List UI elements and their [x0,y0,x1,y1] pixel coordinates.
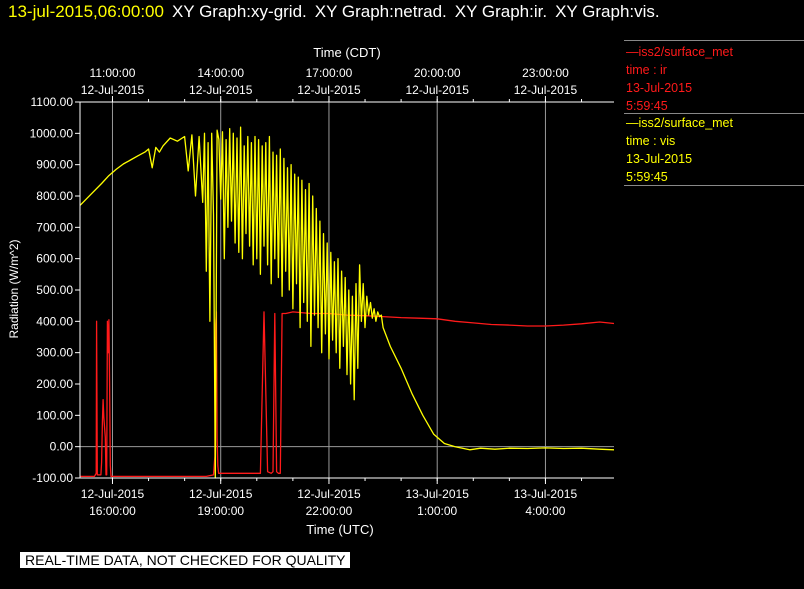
legend-vis-source: —iss2/surface_met [626,116,733,130]
header-title-grid: XY Graph:xy-grid. [171,2,307,21]
x-tick-label-top-date: 12-Jul-2015 [81,83,145,97]
y-tick-label: 500.00 [36,283,73,297]
legend-separator-top [624,40,804,41]
legend-vis-variable: time : vis [626,134,676,148]
x-tick-label-bottom-time: 16:00:00 [89,504,136,518]
x-tick-label-top-time: 11:00:00 [90,66,136,80]
header-title-vis: XY Graph:vis. [555,2,660,21]
header-timestamp: 13-jul-2015,06:00:00 [8,2,164,21]
y-tick-label: 700.00 [36,220,73,234]
y-tick-label: -100.00 [32,471,73,485]
y-tick-label: 200.00 [36,377,73,391]
legend-separator-mid [624,113,804,114]
x-tick-label-top-time: 23:00:00 [522,66,569,80]
x-tick-label-bottom-date: 13-Jul-2015 [514,487,578,501]
y-tick-label: 1100.00 [31,95,74,109]
legend-ir-variable: time : ir [626,63,667,77]
series-line-ir [80,311,615,478]
legend-vis: —iss2/surface_met time : vis 13-Jul-2015… [626,114,733,186]
legend-separator-bottom [624,185,804,186]
y-tick-label: 1000.00 [30,126,74,140]
legend-ir: —iss2/surface_met time : ir 13-Jul-2015 … [626,43,733,115]
axes: 12-Jul-2015 16:00:00 12-Jul-2015 19:00:00 12… [30,66,614,518]
series-lines [79,126,615,479]
x-tick-label-top-date: 12-Jul-2015 [189,83,253,97]
x-tick-label-bottom-date: 12-Jul-2015 [81,487,145,501]
x-tick-label-top-date: 12-Jul-2015 [514,83,578,97]
y-tick-label: 400.00 [36,314,73,328]
header-title-netrad: XY Graph:netrad. [314,2,447,21]
x-tick-label-bottom-date: 12-Jul-2015 [297,487,361,501]
x-tick-label-top-time: 14:00:00 [197,66,244,80]
x-tick-label-top-date: 12-Jul-2015 [297,83,361,97]
y-tick-label: 900.00 [36,158,73,172]
y-tick-label: 0.00 [50,440,74,454]
series-line-vis [79,126,615,479]
x-tick-label-top-date: 12-Jul-2015 [406,83,470,97]
y-tick-label: 100.00 [36,408,73,422]
x-tick-label-bottom-time: 4:00:00 [525,504,565,518]
x-tick-label-bottom-time: 19:00:00 [197,504,244,518]
x-tick-label-bottom-time: 22:00:00 [306,504,353,518]
x-axis-label-top: Time (CDT) [313,45,380,60]
legend-ir-date: 13-Jul-2015 [626,81,693,95]
y-tick-label: 300.00 [36,346,73,360]
x-tick-label-top-time: 20:00:00 [414,66,461,80]
x-tick-label-bottom-time: 1:00:00 [417,504,457,518]
grid-lines [80,102,614,478]
legend-vis-time: 5:59:45 [626,170,668,184]
header-title-bar: 13-jul-2015,06:00:00 XY Graph:xy-grid. XY … [8,2,660,22]
x-tick-label-bottom-date: 13-Jul-2015 [406,487,470,501]
legend-ir-source: —iss2/surface_met [626,45,733,59]
quality-warning-note: REAL-TIME DATA, NOT CHECKED FOR QUALITY [20,552,351,568]
y-axis-label: Radiation (W/m^2) [7,240,21,339]
y-tick-label: 800.00 [36,189,73,203]
header-title-ir: XY Graph:ir. [454,2,548,21]
legend-ir-time: 5:59:45 [626,99,668,113]
legend-vis-date: 13-Jul-2015 [626,152,693,166]
x-axis-label-bottom: Time (UTC) [306,522,373,537]
x-tick-label-bottom-date: 12-Jul-2015 [189,487,253,501]
y-tick-label: 600.00 [36,252,73,266]
x-tick-label-top-time: 17:00:00 [306,66,353,80]
